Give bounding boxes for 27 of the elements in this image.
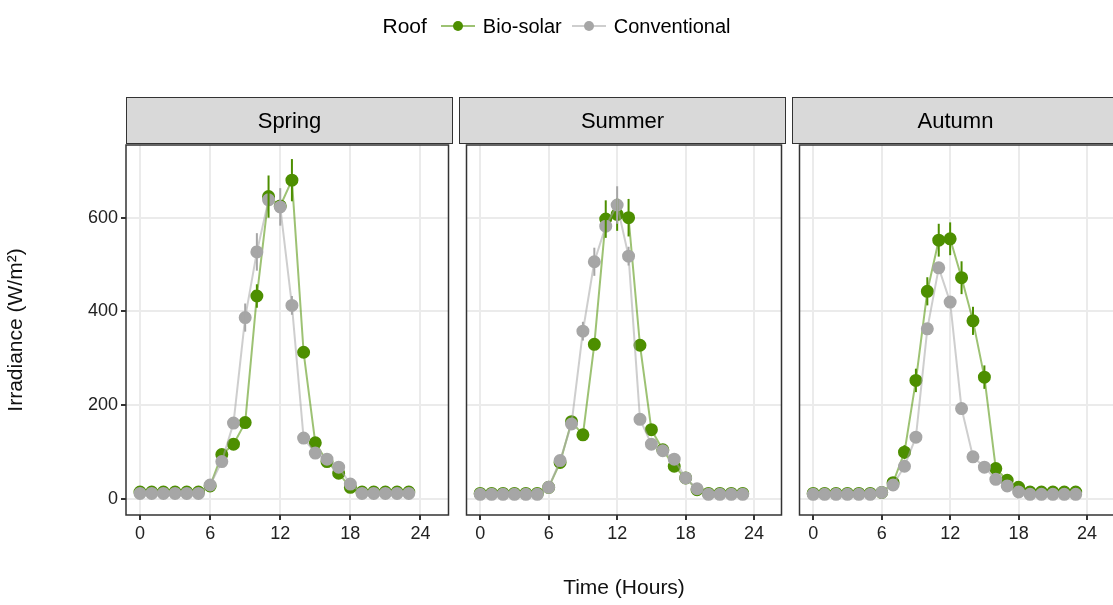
x-tick-label: 0 — [135, 522, 146, 543]
y-tick-label: 200 — [87, 394, 118, 415]
y-tick-label: 0 — [107, 488, 118, 509]
legend-title: Roof — [382, 14, 427, 38]
chart-title: Summer — [459, 97, 786, 144]
legend-label: Conventional — [613, 14, 731, 38]
x-tick-label: 0 — [808, 522, 819, 543]
x-tick-label: 12 — [607, 522, 628, 543]
y-axis-title: Irradiance (W/m²) — [3, 248, 27, 412]
x-tick-label: 6 — [876, 522, 887, 543]
x-tick-label: 18 — [340, 522, 361, 543]
legend-label: Bio-solar — [482, 14, 562, 38]
x-tick-label: 6 — [543, 522, 554, 543]
x-tick-label: 24 — [744, 522, 765, 543]
x-tick-label: 12 — [270, 522, 291, 543]
y-tick-label: 600 — [87, 206, 118, 227]
x-tick-label: 24 — [1077, 522, 1098, 543]
x-tick-label: 6 — [205, 522, 216, 543]
x-tick-label: 18 — [675, 522, 696, 543]
x-tick-label: 0 — [475, 522, 486, 543]
x-tick-label: 18 — [1008, 522, 1029, 543]
chart-title: Autumn — [792, 97, 1113, 144]
y-tick-label: 400 — [87, 300, 118, 321]
x-tick-label: 12 — [940, 522, 961, 543]
chart-title: Spring — [126, 97, 453, 144]
x-axis-title: Time (Hours) — [563, 575, 685, 599]
x-tick-label: 24 — [410, 522, 431, 543]
